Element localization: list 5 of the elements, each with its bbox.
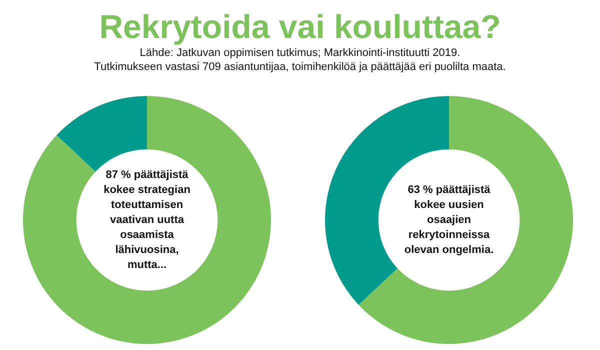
text: Tutkimukseen vastasi 709 asiantuntijaa, toimihenkilöä ja päättäjää eri puolilta maata. bbox=[93, 60, 507, 74]
text: 63 % päättäjistä kokee uusien osaajien rekrytoinneissa olevan ongelmia. bbox=[404, 184, 494, 256]
text: Lähde: Jatkuvan oppimisen tutkimus; Markkinointi-instituutti 2019. bbox=[138, 46, 462, 60]
chart-title: Rekrytoida vai kouluttaa? bbox=[98, 7, 502, 46]
text: 87 % päättäjistä kokee strategian toteuttamisen vaativan uutta osaamista lähivuosina, mutta... bbox=[104, 169, 191, 272]
